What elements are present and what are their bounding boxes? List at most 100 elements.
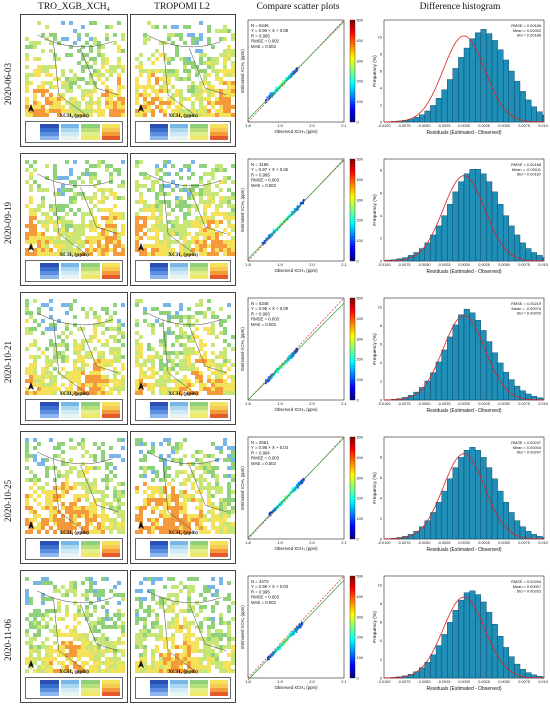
y-tick-label: 4 [380,214,382,218]
map-legend: XCH₄ (ppm) [25,530,123,560]
legend-swatch [60,132,79,136]
legend-swatch [170,267,188,271]
map-legend: XCH₄ (ppm) [135,669,231,699]
histogram-bar [419,526,426,540]
histogram-bar [435,97,442,123]
histogram-bar [458,181,465,262]
legend-swatch [40,545,59,549]
legend-swatch [210,414,228,418]
scatter-point [286,361,289,364]
colorbar [349,158,356,262]
tropomi-map: XCH₄ (ppm) [130,431,236,564]
legend-swatch [190,132,208,136]
legend-swatch [101,263,120,267]
legend-swatch [60,688,79,692]
legend-swatch [40,271,59,275]
legend-swatch [40,136,59,140]
legend-swatch [81,275,100,279]
histogram-bars [383,590,545,679]
scatter-point [266,96,269,99]
legend-swatch [210,410,228,414]
legend-swatch [81,402,100,406]
histogram-bar [430,512,437,540]
colorbar-tick-label: 300 [357,476,363,480]
histogram-bar [502,647,509,679]
hist-stat: Mean = 0.00004 [513,445,542,450]
y-tick-label: 2 [380,658,382,662]
x-axis-label: Residuals (Estimated - Observed) [426,547,501,553]
row-date-text: 2020-10-25 [3,480,13,522]
colorbar-tick-label: 300 [357,198,363,202]
legend-swatch [210,545,228,549]
legend-swatch [210,136,228,140]
hist-stat: Mean = -0.00074 [511,306,541,311]
north-arrow-icon [28,104,34,112]
legend-swatch [81,128,100,132]
x-tick-label: 1.8 [245,540,251,545]
x-tick-label: -0.0100 [378,402,391,406]
y-tick-label: 0 [380,120,382,124]
histogram-bar [446,204,453,262]
histogram-bar [486,611,493,679]
legend-swatch [81,136,100,140]
legend-swatch [101,271,120,275]
x-tick-label: 0.0050 [498,541,510,545]
colorbar-tick-label: 400 [357,39,363,43]
y-tick-label: 8 [380,602,382,606]
normal-curve [383,596,545,679]
scatter-point [279,648,281,650]
north-arrow-icon [28,382,34,390]
xch4-field [135,299,235,395]
north-arrow-icon [138,521,144,529]
legend-swatch [210,406,228,410]
one-to-one-line [247,158,345,262]
map-legend-swatches [150,680,228,696]
x-tick-label: -0.0100 [378,124,391,128]
histogram-bar [502,215,509,262]
colorbar-tick-label: 100 [357,100,363,104]
y-axis-label: Frequency (%) [372,194,378,226]
legend-swatch [40,267,59,271]
scatter-plot: N = 5446 Y = 0.96 × X + 0.08 R = 0.995 RMSE… [238,16,371,143]
scatter-point [297,487,300,489]
x-tick-label: 0.0075 [518,124,530,128]
legend-swatch [190,271,208,275]
y-tick-label: 0 [380,537,382,541]
legend-swatch [40,406,59,410]
colorbar-tick-label: 500 [357,297,363,301]
legend-swatch [40,410,59,414]
x-tick-label: 0.0025 [478,402,490,406]
histogram-bar [458,314,465,401]
scatter-stat: Y = 0.96 × X + 0.08 [251,28,289,33]
histogram-bar [430,654,437,679]
scatter-stat: MAE = 0.002 [251,183,277,188]
scatter-point [277,86,280,88]
y-axis-label: Frequency (%) [372,472,378,504]
legend-swatch [150,271,168,275]
legend-swatch [81,263,100,267]
north-arrow-icon [28,243,34,251]
histogram-bar [530,106,537,123]
retrieval-map: XCH₄ (ppm) [20,292,128,425]
tropomi-map: XCH₄ (ppm) [130,14,236,147]
x-tick-label: 2.1 [341,123,347,128]
retrieval-map: XCH₄ (ppm) [20,570,128,703]
colorbar-tick-label: 100 [357,517,363,521]
fit-line [247,579,345,681]
histogram-bar [474,32,481,123]
x-tick-label: 1.9 [277,123,283,128]
normal-curve [384,175,544,262]
scatter-stat: Y = 0.98 × X + 0.03 [251,584,289,589]
histogram-bar [497,204,504,262]
x-tick-label: 0.0100 [538,541,548,545]
legend-swatch [150,553,168,557]
colorbar [349,575,356,679]
legend-swatch [101,680,120,684]
scatter-point [268,380,270,382]
histogram-bar [413,671,420,679]
legend-swatch [60,275,79,279]
histogram-bar [424,110,431,123]
